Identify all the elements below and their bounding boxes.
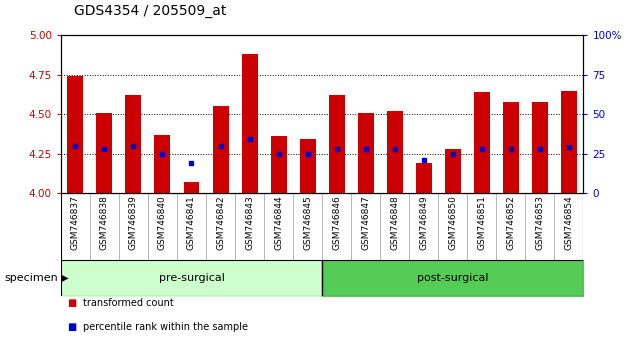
Bar xyxy=(96,113,112,193)
Text: ■: ■ xyxy=(67,322,76,332)
Text: GSM746838: GSM746838 xyxy=(100,195,109,250)
Text: percentile rank within the sample: percentile rank within the sample xyxy=(83,322,248,332)
Text: GSM746844: GSM746844 xyxy=(274,195,283,250)
Bar xyxy=(387,111,403,193)
Text: ▶: ▶ xyxy=(58,273,69,283)
Text: GSM746845: GSM746845 xyxy=(303,195,312,250)
Bar xyxy=(242,54,258,193)
Bar xyxy=(358,113,374,193)
Text: specimen: specimen xyxy=(4,273,58,283)
Text: GSM746841: GSM746841 xyxy=(187,195,196,250)
Text: GSM746837: GSM746837 xyxy=(71,195,80,250)
Bar xyxy=(474,92,490,193)
Bar xyxy=(329,95,345,193)
Text: GSM746840: GSM746840 xyxy=(158,195,167,250)
Text: GSM746839: GSM746839 xyxy=(129,195,138,250)
Text: GSM746851: GSM746851 xyxy=(478,195,487,250)
Bar xyxy=(183,182,199,193)
Text: post-surgical: post-surgical xyxy=(417,273,488,283)
Bar xyxy=(67,76,83,193)
Bar xyxy=(271,136,287,193)
Text: GSM746852: GSM746852 xyxy=(506,195,515,250)
Text: GSM746853: GSM746853 xyxy=(535,195,544,250)
Bar xyxy=(154,135,171,193)
Bar xyxy=(561,91,577,193)
Text: GSM746849: GSM746849 xyxy=(419,195,428,250)
Text: GSM746846: GSM746846 xyxy=(332,195,341,250)
Bar xyxy=(213,106,228,193)
Bar xyxy=(126,95,142,193)
Text: GDS4354 / 205509_at: GDS4354 / 205509_at xyxy=(74,4,226,18)
Bar xyxy=(532,102,548,193)
Bar xyxy=(503,102,519,193)
Text: pre-surgical: pre-surgical xyxy=(158,273,224,283)
Bar xyxy=(445,149,461,193)
Text: GSM746850: GSM746850 xyxy=(448,195,457,250)
Text: GSM746854: GSM746854 xyxy=(564,195,573,250)
Text: ■: ■ xyxy=(67,298,76,308)
Text: GSM746842: GSM746842 xyxy=(216,195,225,250)
Bar xyxy=(299,139,315,193)
Text: GSM746848: GSM746848 xyxy=(390,195,399,250)
Bar xyxy=(416,163,431,193)
Text: transformed count: transformed count xyxy=(83,298,174,308)
Text: GSM746843: GSM746843 xyxy=(245,195,254,250)
Text: GSM746847: GSM746847 xyxy=(361,195,370,250)
